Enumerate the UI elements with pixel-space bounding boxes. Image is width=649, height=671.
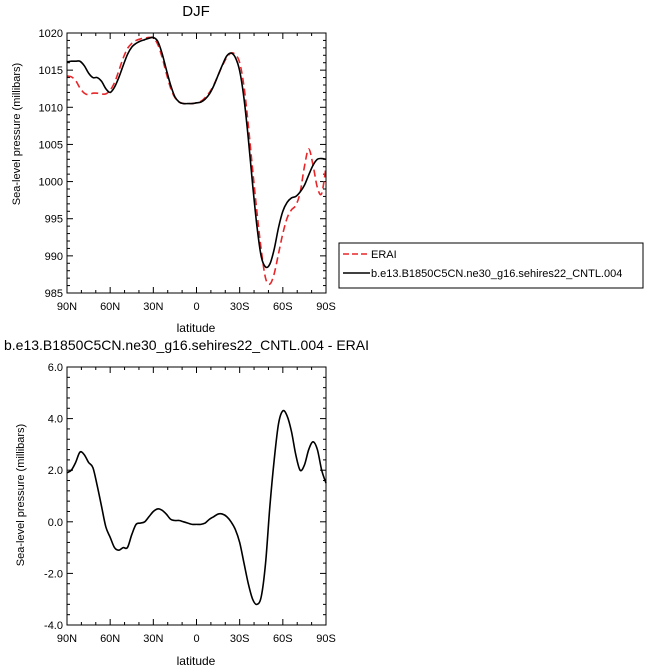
top-chart-x-tick-label: 60S [273,301,293,313]
bottom-chart-x-axis-label: latitude [177,654,216,668]
bottom-chart-y-tick-label: -2.0 [44,568,63,580]
top-chart-title: DJF [182,3,210,20]
top-chart-y-tick-label: 1005 [39,139,63,151]
bottom-chart-x-tick-label: 60N [100,633,120,645]
top-chart: DJF Sea-level pressure (millibars) latit… [11,3,336,335]
bottom-chart-y-axis-label: Sea-level pressure (millibars) [15,424,27,566]
bottom-chart: b.e13.B1850C5CN.ne30_g16.sehires22_CNTL.… [4,337,369,668]
bottom-chart-x-tick-label: 0 [193,633,199,645]
bottom-chart-y-tick-label: -4.0 [44,620,63,632]
bottom-chart-series-line-difference [66,409,327,606]
top-chart-y-tick-label: 1010 [39,102,63,114]
top-chart-series-line-model [66,36,327,269]
top-chart-y-tick-label: 1000 [39,177,63,189]
bottom-chart-x-tick-label: 90N [57,633,77,645]
top-chart-x-tick-label: 30S [230,301,250,313]
legend-model-label: b.e13.B1850C5CN.ne30_g16.sehires22_CNTL.… [371,268,622,280]
bottom-chart-frame [66,366,327,626]
top-chart-y-tick-label: 995 [45,214,63,226]
bottom-chart-series [66,409,327,606]
top-chart-legend: ERAI b.e13.B1850C5CN.ne30_g16.sehires22_… [338,242,644,289]
bottom-chart-y-tick-label: 6.0 [48,362,63,374]
top-chart-x-tick-label: 30N [143,301,163,313]
top-chart-x-tick-label: 90N [57,301,77,313]
top-chart-x-tick-label: 90S [316,301,336,313]
top-chart-y-tick-label: 990 [45,251,63,263]
top-chart-series-line-erai [66,36,327,286]
bottom-chart-y-tick-label: 2.0 [48,465,63,477]
top-chart-x-tick-label: 60N [100,301,120,313]
bottom-chart-x-tick-label: 90S [316,633,336,645]
top-chart-y-tick-label: 985 [45,288,63,300]
bottom-chart-x-tick-label: 30S [230,633,250,645]
top-chart-y-tick-label: 1015 [39,65,63,77]
bottom-chart-ticks: 90N 60N 30N 0 30S 60S 90S -4.0 -2.0 0.0 2.0 4.0 6.0 [44,362,336,645]
top-chart-y-axis-label: Sea-level pressure (millibars) [11,63,23,205]
top-chart-ticks: 90N 60N 30N 0 30S 60S 90S 985 990 995 1000 1005 1010… [39,28,336,313]
legend-erai-label: ERAI [371,249,397,261]
bottom-chart-x-tick-label: 60S [273,633,293,645]
top-chart-x-axis-label: latitude [177,321,216,335]
top-chart-y-tick-label: 1020 [39,28,63,40]
bottom-chart-y-tick-label: 0.0 [48,517,63,529]
bottom-chart-title: b.e13.B1850C5CN.ne30_g16.sehires22_CNTL.… [4,337,369,353]
bottom-chart-y-tick-label: 4.0 [48,414,63,426]
top-chart-series [66,36,327,286]
top-chart-x-tick-label: 0 [193,301,199,313]
bottom-chart-x-tick-label: 30N [143,633,163,645]
top-chart-frame [66,32,327,294]
legend-box [338,242,644,289]
